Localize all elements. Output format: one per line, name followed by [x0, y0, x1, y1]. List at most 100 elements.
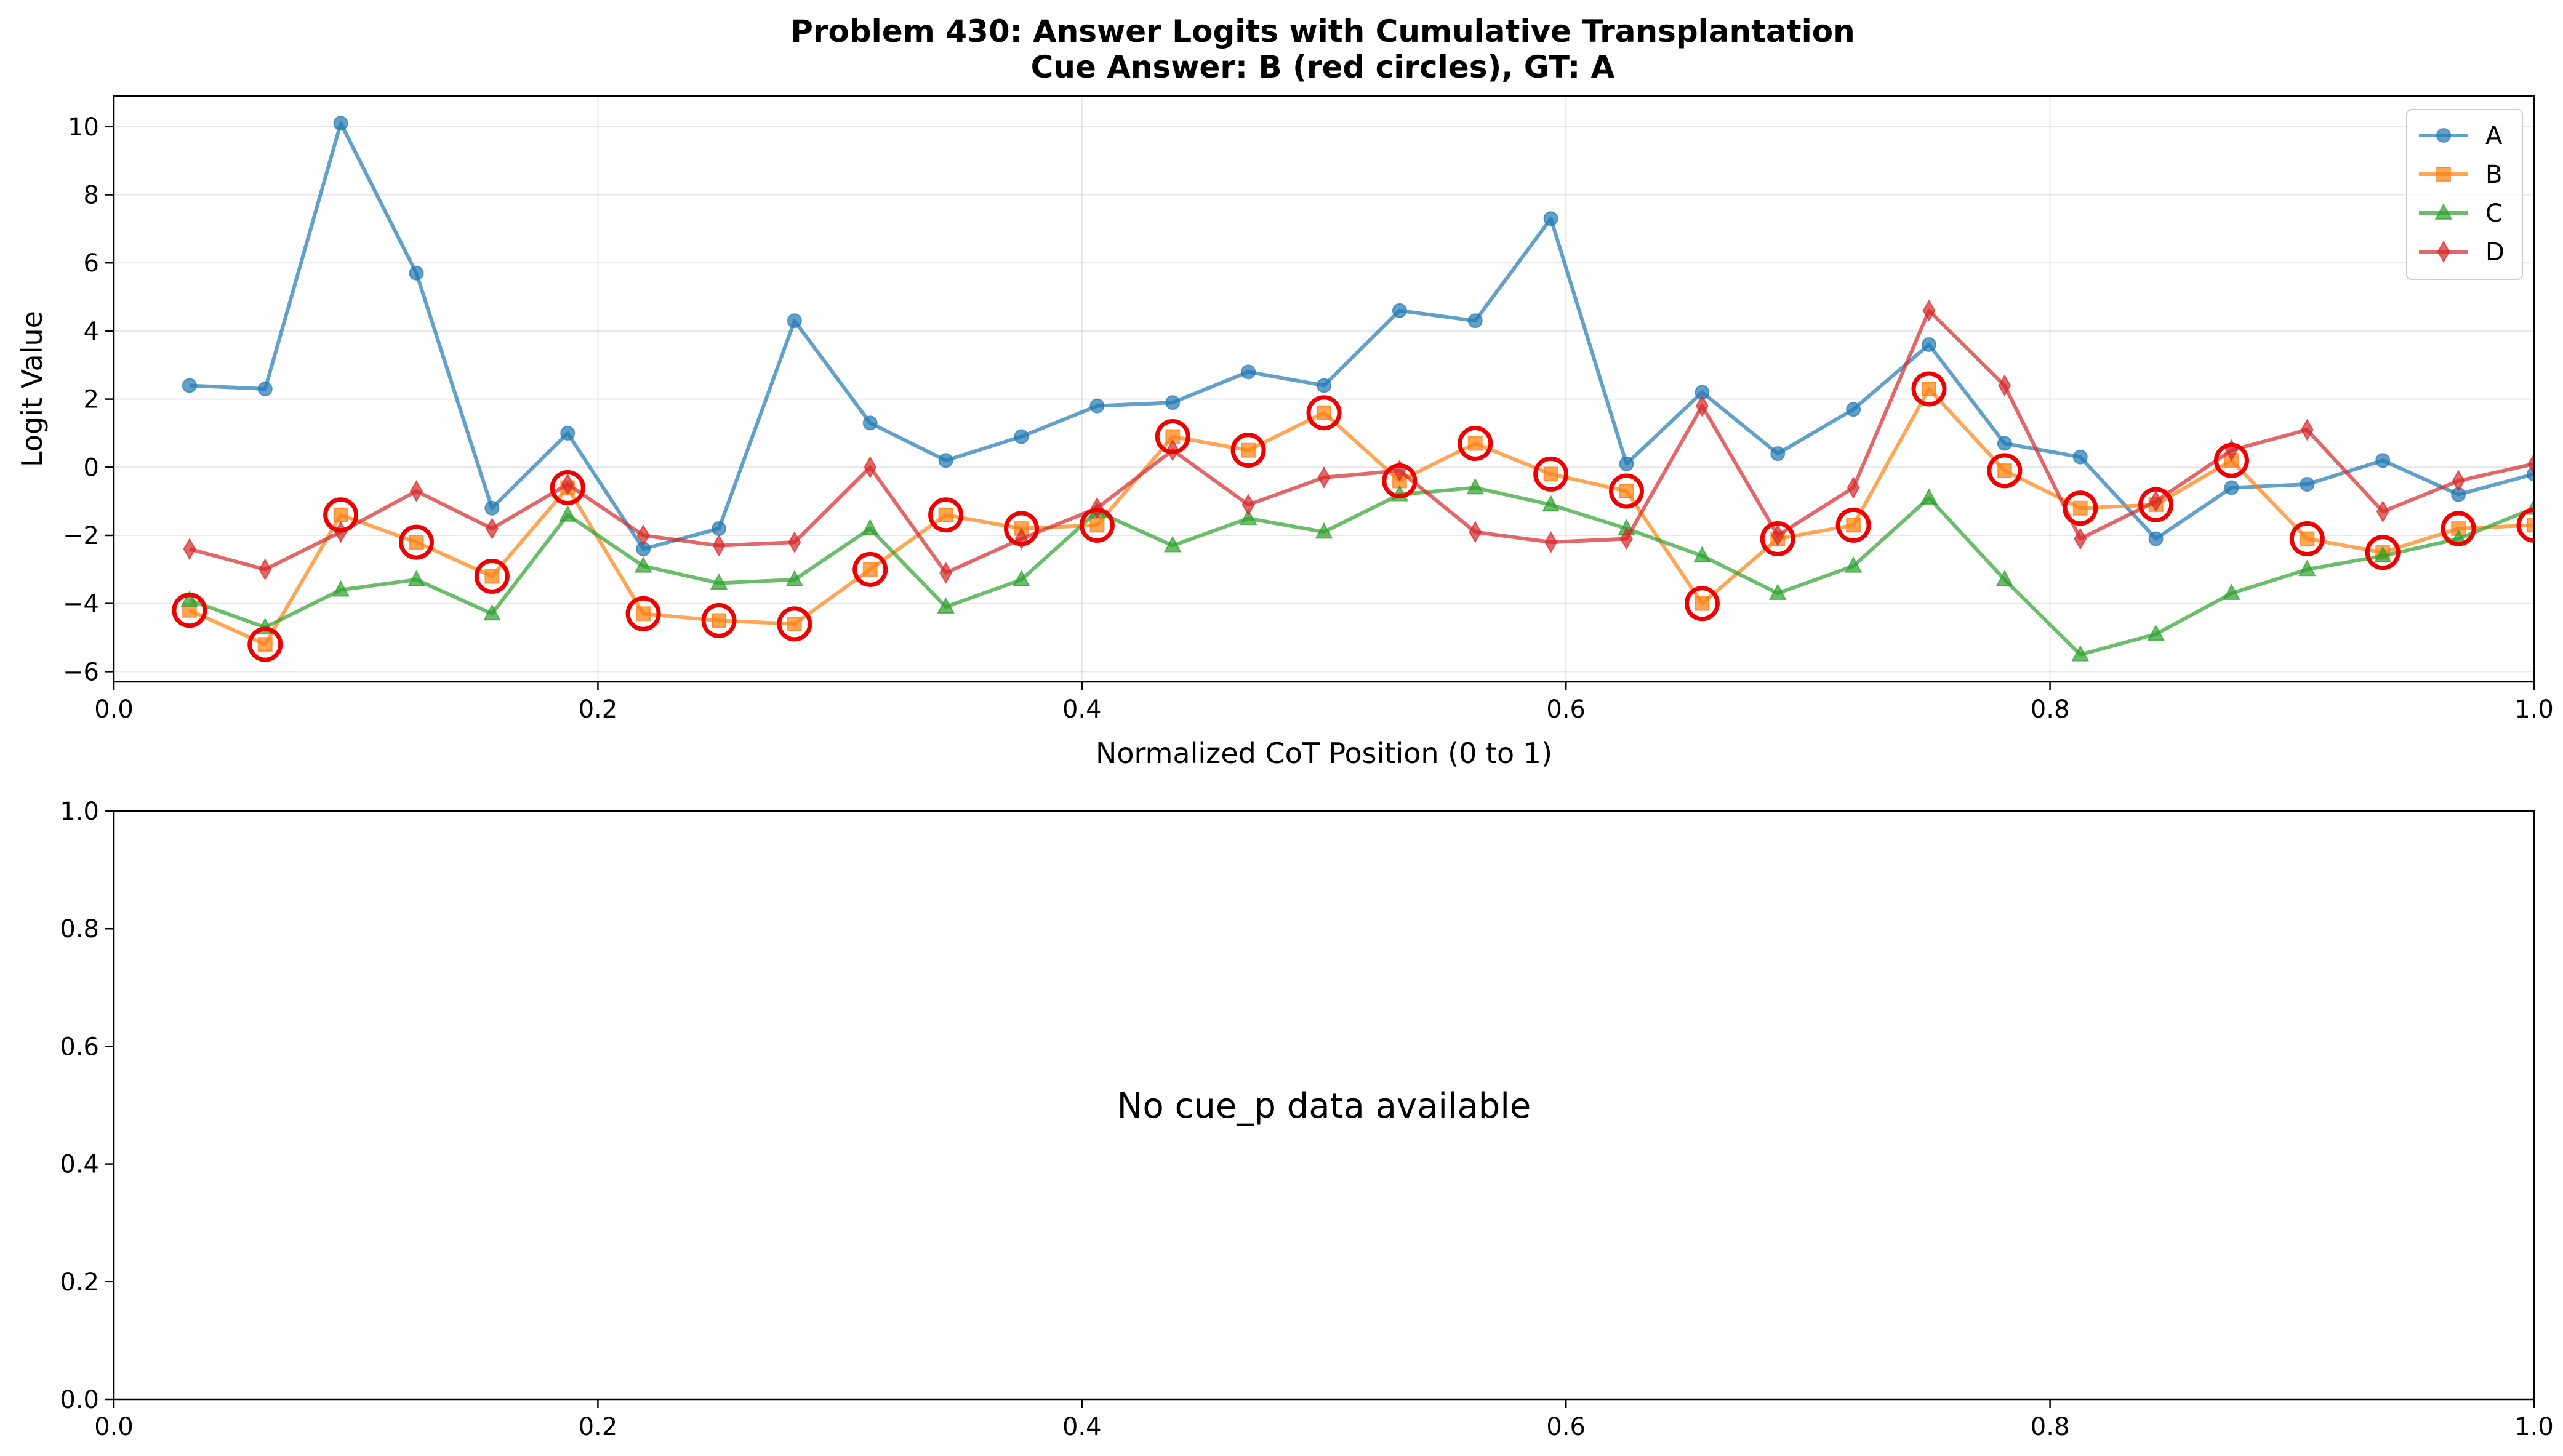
- point-A: [712, 521, 726, 536]
- legend-swatch-marker: [2437, 241, 2450, 263]
- point-B: [1997, 463, 2012, 478]
- x-tick-label: 0.8: [2031, 1413, 2070, 1441]
- top-plot: 0.0 0.2 0.4 0.6 0.8 1.0 −6 −4 −2 0 2 4 6 8 10 Normalize…: [15, 95, 2554, 770]
- cue-circle: [474, 558, 510, 594]
- point-C: [785, 570, 804, 586]
- point-A: [2148, 531, 2164, 546]
- y-tick-label: 8: [84, 182, 99, 210]
- point-A: [1619, 456, 1634, 471]
- x-tick-label: 0.0: [94, 1413, 134, 1441]
- point-A: [1846, 402, 1861, 417]
- cue-circle: [247, 626, 283, 662]
- point-C: [1995, 570, 2014, 586]
- point-C: [1239, 508, 1257, 526]
- point-B: [636, 606, 651, 622]
- cue-circle: [1306, 395, 1342, 431]
- point-C: [1013, 570, 1030, 586]
- point-C: [1693, 546, 1711, 563]
- point-D: [1014, 527, 1029, 550]
- y-tick-label: 0.4: [60, 1151, 99, 1179]
- y-tick-label: 2: [84, 386, 99, 414]
- legend-label: A: [2485, 122, 2503, 150]
- point-B: [1922, 382, 1936, 396]
- point-C: [2373, 546, 2392, 563]
- y-axis-label: Logit Value: [15, 311, 49, 467]
- cue-circle: [1230, 433, 1266, 468]
- x-tick-label: 0.0: [94, 695, 134, 724]
- point-C: [2147, 624, 2165, 641]
- point-D: [2300, 418, 2314, 441]
- point-B: [2527, 518, 2534, 533]
- cue-circle: [2063, 490, 2098, 526]
- point-D: [561, 473, 574, 495]
- point-B: [1543, 466, 1558, 482]
- cue-circle: [172, 593, 207, 628]
- y-tick-label: 10: [68, 113, 99, 142]
- point-D: [788, 531, 801, 553]
- point-B: [484, 569, 500, 584]
- point-B: [862, 562, 878, 577]
- point-D: [1544, 531, 1558, 553]
- point-A: [484, 500, 500, 516]
- point-D: [1241, 494, 1255, 516]
- point-A: [333, 116, 348, 131]
- series-A: [182, 116, 2534, 557]
- y-tick-label: 0.6: [60, 1033, 99, 1061]
- chart-title: Problem 430: Answer Logits with Cumulati…: [790, 14, 1855, 49]
- point-A: [1467, 313, 1483, 329]
- cue-circle: [2138, 487, 2174, 522]
- point-D: [712, 534, 726, 557]
- point-A: [2375, 453, 2391, 468]
- point-B: [2300, 531, 2315, 546]
- point-D: [2074, 527, 2087, 550]
- point-A: [1770, 446, 1786, 462]
- legend-label: C: [2485, 199, 2503, 228]
- x-tick-label: 1.0: [2514, 695, 2554, 724]
- point-D: [939, 561, 953, 584]
- axes-frame: [113, 810, 2535, 1401]
- cue-circle: [1155, 418, 1190, 454]
- x-tick-label: 0.2: [579, 695, 618, 724]
- point-D: [2376, 500, 2389, 523]
- point-A: [409, 265, 424, 281]
- cue-circle: [1458, 426, 1493, 462]
- point-D: [1695, 394, 1709, 417]
- legend-swatch-marker: [2434, 203, 2453, 220]
- legend-item-B: B: [2419, 161, 2502, 189]
- x-tick-label: 1.0: [2514, 1413, 2554, 1441]
- point-A: [257, 382, 273, 396]
- point-D: [1847, 476, 1860, 499]
- plot-area: [172, 116, 2534, 662]
- cue-circle: [2289, 521, 2325, 557]
- point-C: [1466, 478, 1485, 495]
- point-C: [558, 505, 577, 522]
- point-D: [1317, 466, 1331, 489]
- point-D: [2527, 452, 2534, 475]
- point-A: [1317, 378, 1331, 393]
- point-A: [2072, 449, 2088, 465]
- cue-circle: [1004, 511, 1039, 546]
- point-D: [1998, 374, 2011, 397]
- axes-frame: [113, 95, 2535, 683]
- cue-circle: [2441, 511, 2476, 546]
- cue-circle: [1382, 463, 1418, 498]
- point-D: [1922, 299, 1936, 322]
- point-B: [938, 507, 953, 522]
- point-B: [787, 616, 802, 631]
- point-D: [1469, 521, 1482, 543]
- point-A: [938, 453, 953, 468]
- point-C: [1163, 535, 1182, 553]
- point-A: [560, 425, 576, 441]
- point-B: [2072, 500, 2088, 516]
- cue-circle: [2516, 507, 2534, 543]
- point-B: [1846, 518, 1861, 533]
- cue-circle: [2214, 442, 2249, 478]
- legend-item-C: C: [2419, 199, 2503, 228]
- point-B: [257, 637, 273, 652]
- point-A: [862, 415, 878, 431]
- no-data-annotation: No cue_p data available: [1117, 1086, 1531, 1126]
- point-D: [2149, 490, 2163, 513]
- cue-circle: [1911, 371, 1947, 407]
- chart-subtitle: Cue Answer: B (red circles), GT: A: [1031, 49, 1615, 85]
